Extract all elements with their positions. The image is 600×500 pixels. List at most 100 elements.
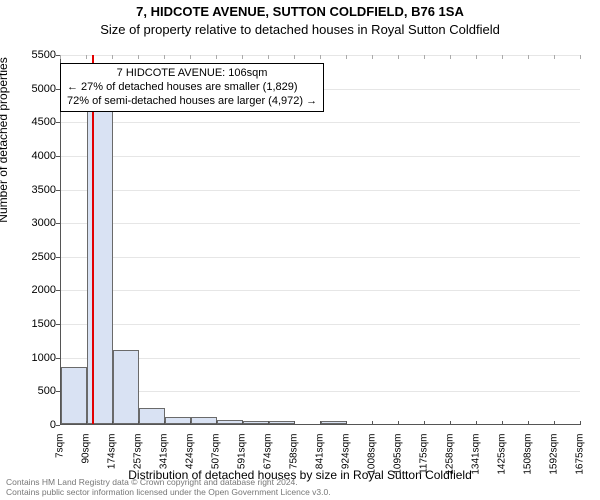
x-tick-mark-top [528,55,529,59]
gridline [61,223,580,224]
x-tick-mark-top [268,55,269,59]
x-tick-mark [320,421,321,425]
x-tick-mark [242,421,243,425]
y-tick-label: 500 [6,385,56,397]
gridline [61,290,580,291]
x-tick-mark-top [450,55,451,59]
gridline [61,156,580,157]
x-tick-mark-top [476,55,477,59]
chart-container: 7, HIDCOTE AVENUE, SUTTON COLDFIELD, B76… [0,0,600,500]
histogram-bar [243,421,269,424]
x-tick-mark [476,421,477,425]
y-tick-mark [56,391,60,392]
histogram-bar [191,417,217,424]
x-tick-mark-top [502,55,503,59]
callout-box: 7 HIDCOTE AVENUE: 106sqm ← 27% of detach… [60,63,324,112]
y-tick-mark [56,156,60,157]
x-tick-label: 1675sqm [575,434,586,494]
x-tick-mark [372,421,373,425]
x-tick-mark [190,421,191,425]
x-tick-label: 1508sqm [523,434,534,494]
x-tick-mark [346,421,347,425]
x-tick-mark-top [554,55,555,59]
y-tick-mark [56,358,60,359]
histogram-bar [139,408,165,424]
x-tick-mark [398,421,399,425]
histogram-bar [61,367,87,424]
x-tick-mark-top [580,55,581,59]
y-tick-mark [56,290,60,291]
y-tick-label: 2000 [6,284,56,296]
x-tick-mark [580,421,581,425]
chart-subtitle: Size of property relative to detached ho… [0,22,600,37]
histogram-bar [113,350,139,424]
x-tick-mark-top [86,55,87,59]
x-tick-mark-top [216,55,217,59]
x-tick-label: 1425sqm [497,434,508,494]
footer-line2: Contains public sector information licen… [6,488,331,498]
x-tick-mark-top [294,55,295,59]
callout-line2: ← 27% of detached houses are smaller (1,… [67,81,317,95]
x-tick-label: 924sqm [341,434,352,494]
y-tick-mark [56,425,60,426]
callout-line3: 72% of semi-detached houses are larger (… [67,95,317,109]
x-tick-mark-top [398,55,399,59]
x-tick-mark [216,421,217,425]
x-tick-label: 1175sqm [419,434,430,494]
gridline [61,190,580,191]
x-tick-label: 1341sqm [471,434,482,494]
y-tick-label: 0 [6,419,56,431]
y-axis-label: Number of detached properties [0,40,10,240]
histogram-bar [217,420,243,424]
x-tick-mark-top [372,55,373,59]
y-tick-label: 1500 [6,318,56,330]
x-tick-mark-top [190,55,191,59]
y-tick-label: 5500 [6,49,56,61]
y-tick-mark [56,190,60,191]
y-tick-label: 3000 [6,217,56,229]
gridline [61,257,580,258]
x-tick-mark-top [320,55,321,59]
y-tick-label: 2500 [6,251,56,263]
x-tick-mark-top [138,55,139,59]
x-tick-label: 1592sqm [549,434,560,494]
histogram-bar [165,417,191,424]
y-tick-mark [56,122,60,123]
x-tick-mark [60,421,61,425]
x-tick-mark [294,421,295,425]
x-tick-mark [528,421,529,425]
gridline [61,324,580,325]
x-tick-label: 1008sqm [367,434,378,494]
x-tick-mark [138,421,139,425]
x-tick-mark [502,421,503,425]
y-tick-label: 1000 [6,352,56,364]
x-tick-mark [450,421,451,425]
x-tick-mark [86,421,87,425]
x-tick-label: 1258sqm [445,434,456,494]
x-tick-mark-top [424,55,425,59]
histogram-bar [321,421,347,424]
chart-title: 7, HIDCOTE AVENUE, SUTTON COLDFIELD, B76… [0,4,600,19]
y-tick-mark [56,257,60,258]
x-tick-mark [268,421,269,425]
x-tick-mark-top [112,55,113,59]
x-tick-label: 1095sqm [393,434,404,494]
callout-line1: 7 HIDCOTE AVENUE: 106sqm [67,67,317,81]
x-tick-mark-top [346,55,347,59]
x-tick-mark-top [242,55,243,59]
y-tick-mark [56,223,60,224]
y-tick-label: 5000 [6,83,56,95]
x-tick-mark-top [60,55,61,59]
x-tick-mark-top [164,55,165,59]
y-tick-label: 4500 [6,116,56,128]
x-tick-mark [112,421,113,425]
histogram-bar [269,421,295,424]
y-tick-label: 4000 [6,150,56,162]
x-tick-mark [424,421,425,425]
x-tick-mark [554,421,555,425]
y-tick-label: 3500 [6,184,56,196]
y-tick-mark [56,324,60,325]
footer-attribution: Contains HM Land Registry data © Crown c… [6,478,331,498]
x-tick-mark [164,421,165,425]
gridline [61,122,580,123]
